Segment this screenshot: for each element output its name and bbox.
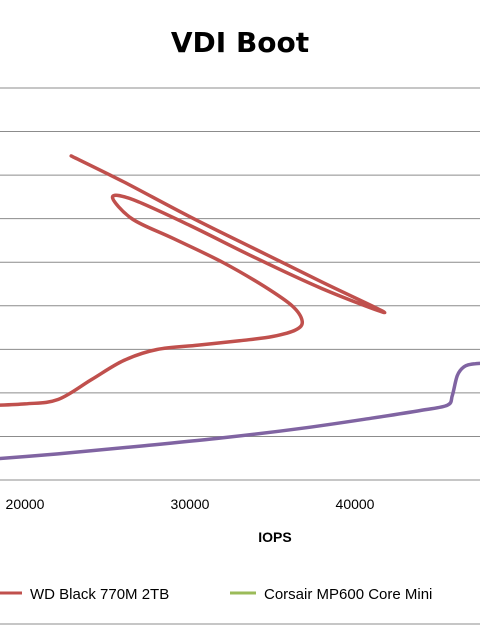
x-tick-label: 20000 [6, 496, 45, 512]
chart-title: VDI Boot [171, 26, 309, 59]
series-line-2 [0, 361, 480, 461]
legend-label-corsair: Corsair MP600 Core Mini [264, 586, 432, 603]
x-tick-label: 40000 [336, 496, 375, 512]
x-axis-title: IOPS [258, 529, 291, 545]
series-line-0 [0, 154, 387, 407]
x-tick-label: 30000 [171, 496, 210, 512]
gridlines [0, 87, 480, 481]
legend-label-wd-black: WD Black 770M 2TB [30, 586, 169, 603]
x-tick-labels: 20000 30000 40000 [6, 496, 375, 512]
series-lines [0, 154, 480, 461]
legend: WD Black 770M 2TB Corsair MP600 Core Min… [0, 586, 432, 603]
